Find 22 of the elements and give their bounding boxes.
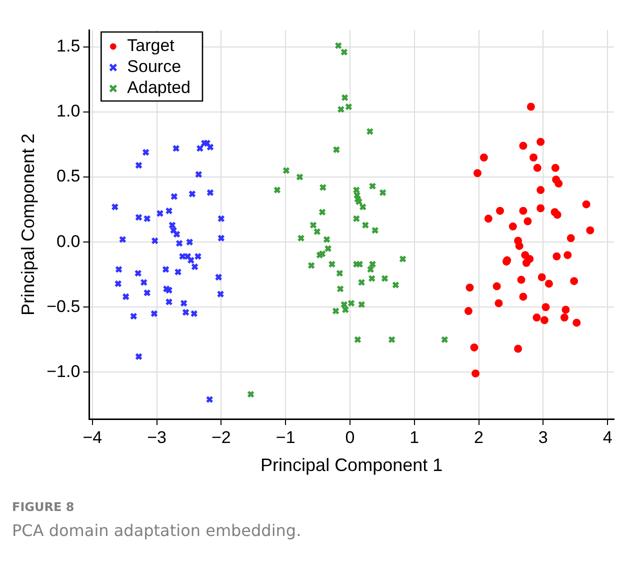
y-tick-label: 0.5 xyxy=(56,166,80,186)
y-tick-label: −0.5 xyxy=(46,296,80,316)
y-tick-label: 1.5 xyxy=(56,36,80,56)
legend-label: Source xyxy=(127,57,182,76)
y-tick-label: 0.0 xyxy=(56,232,80,251)
x-tick-label: −3 xyxy=(147,428,166,447)
x-tick-label: 3 xyxy=(538,428,548,447)
x-tick-label: 2 xyxy=(474,428,484,447)
x-axis-title: Principal Component 1 xyxy=(260,455,443,476)
x-tick-label: 1 xyxy=(410,428,420,447)
y-axis-title: Principal Component 2 xyxy=(18,133,38,316)
legend-label: Adapted xyxy=(127,78,191,98)
x-tick-label: −2 xyxy=(211,428,231,447)
x-tick-label: 4 xyxy=(602,428,612,447)
y-tick-label: 1.0 xyxy=(56,102,80,121)
x-tick-label: −4 xyxy=(82,428,102,447)
x-tick-label: 0 xyxy=(345,428,355,447)
legend-label: Target xyxy=(127,36,175,56)
y-tick-label: −1.0 xyxy=(46,362,80,381)
text: PCA domain adaptation embedding. xyxy=(12,521,302,540)
caption: FIGURE 8 xyxy=(12,500,74,514)
x-tick-label: −1 xyxy=(276,428,296,447)
